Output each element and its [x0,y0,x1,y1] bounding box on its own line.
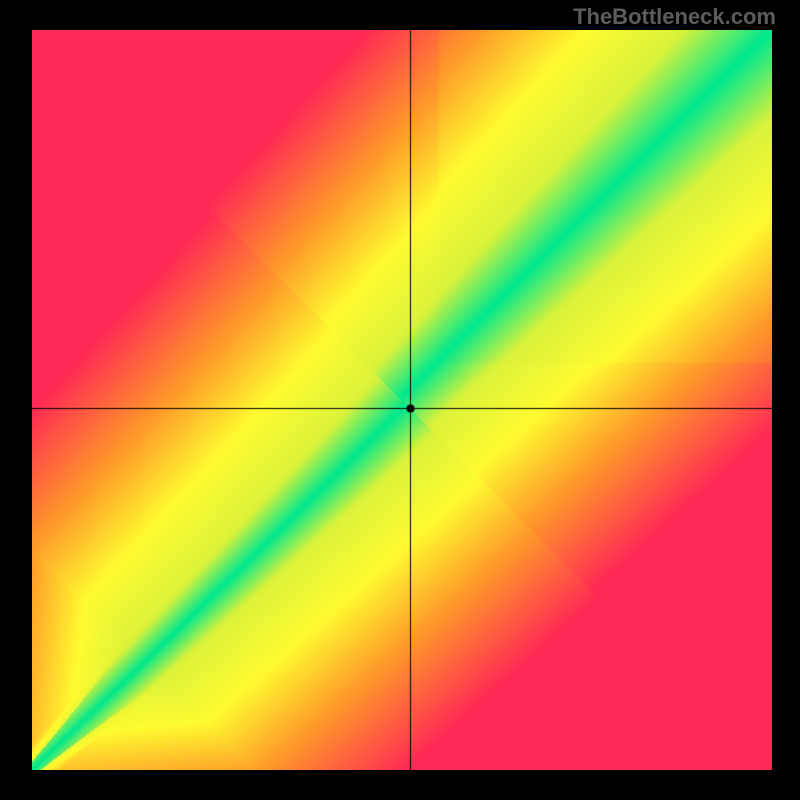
bottleneck-heatmap [32,30,772,770]
heatmap-canvas [32,30,772,770]
watermark-text: TheBottleneck.com [573,4,776,30]
